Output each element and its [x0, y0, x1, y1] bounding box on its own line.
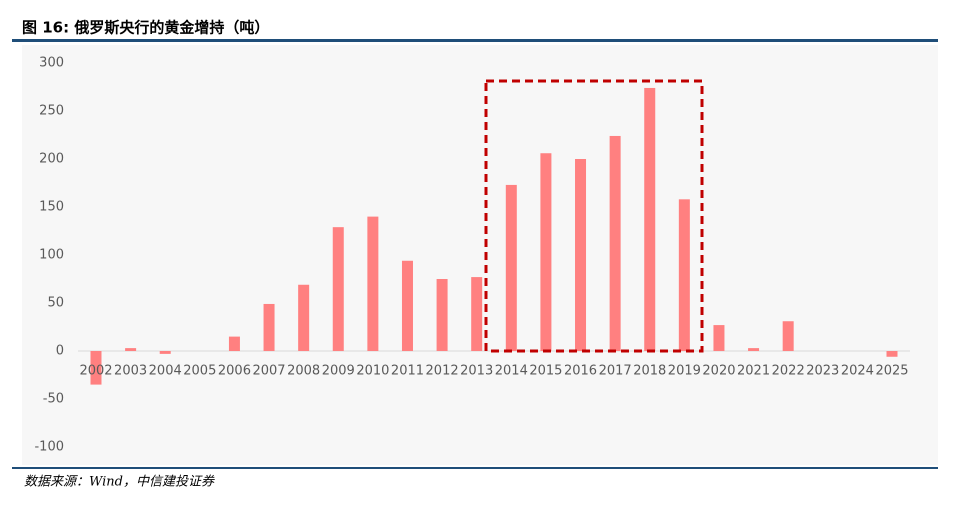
x-tick-label: 2016 — [564, 364, 597, 379]
y-tick-label: 100 — [39, 248, 64, 263]
bar — [678, 199, 690, 351]
x-tick-label: 2024 — [841, 364, 874, 379]
x-tick-label: 2004 — [149, 364, 182, 379]
bar — [471, 277, 483, 351]
x-tick-label: 2025 — [875, 364, 908, 379]
y-tick-label: 200 — [39, 152, 64, 167]
x-tick-label: 2018 — [633, 364, 666, 379]
x-tick-label: 2005 — [183, 364, 216, 379]
bar — [90, 351, 102, 385]
bar — [228, 336, 240, 351]
x-tick-label: 2020 — [702, 364, 735, 379]
x-tick-label: 2021 — [737, 364, 770, 379]
bar — [644, 87, 656, 352]
y-tick-label: 0 — [56, 344, 64, 359]
highlight-box — [484, 79, 704, 353]
x-tick-label: 2019 — [668, 364, 701, 379]
bar — [713, 325, 725, 351]
x-tick-label: 2010 — [356, 364, 389, 379]
y-tick-label: -50 — [43, 392, 64, 407]
bar — [609, 135, 621, 351]
bar — [782, 321, 794, 351]
bar — [298, 284, 310, 351]
bar — [748, 348, 760, 351]
y-tick-label: 50 — [47, 296, 64, 311]
chart-title: 图 16: 俄罗斯央行的黄金增持（吨） — [22, 19, 269, 37]
x-tick-label: 2007 — [252, 364, 285, 379]
bar — [367, 216, 379, 351]
bar — [125, 348, 137, 351]
title-rule — [12, 39, 938, 42]
bar — [263, 303, 275, 351]
x-tick-label: 2022 — [772, 364, 805, 379]
source-note: 数据来源：Wind，中信建投证券 — [24, 475, 215, 490]
x-tick-label: 2014 — [495, 364, 528, 379]
bar — [886, 351, 898, 357]
x-tick-label: 2002 — [79, 364, 112, 379]
bottom-rule — [12, 467, 938, 469]
bar — [540, 153, 552, 351]
bar — [505, 184, 517, 351]
y-tick-label: 250 — [39, 104, 64, 119]
bar — [332, 227, 344, 351]
y-tick-label: -100 — [34, 440, 64, 455]
y-tick-label: 150 — [39, 200, 64, 215]
x-tick-label: 2008 — [287, 364, 320, 379]
x-tick-label: 2017 — [599, 364, 632, 379]
x-tick-label: 2012 — [426, 364, 459, 379]
bar — [575, 159, 587, 351]
bar — [159, 351, 171, 354]
plot-background — [22, 45, 938, 465]
bar — [401, 260, 413, 351]
x-tick-label: 2009 — [322, 364, 355, 379]
bar — [436, 279, 448, 351]
x-tick-label: 2006 — [218, 364, 251, 379]
x-tick-label: 2013 — [460, 364, 493, 379]
x-tick-label: 2011 — [391, 364, 424, 379]
y-tick-label: 300 — [39, 56, 64, 71]
x-tick-label: 2023 — [806, 364, 839, 379]
x-tick-label: 2003 — [114, 364, 147, 379]
x-tick-label: 2015 — [529, 364, 562, 379]
